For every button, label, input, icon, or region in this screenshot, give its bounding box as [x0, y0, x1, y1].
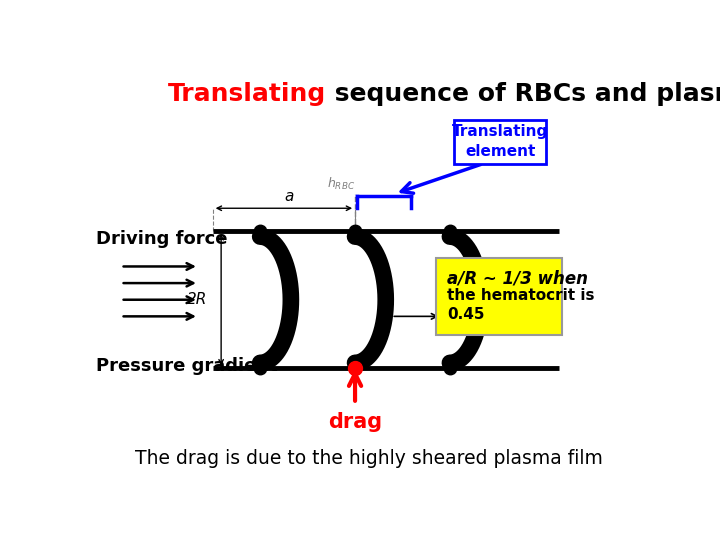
Text: a/R ∼ 1/3 when: a/R ∼ 1/3 when: [447, 269, 588, 287]
FancyBboxPatch shape: [436, 258, 562, 335]
Text: Pressure gradient: Pressure gradient: [96, 357, 277, 375]
Text: Driving force: Driving force: [96, 231, 227, 248]
Text: 2R: 2R: [186, 292, 207, 307]
Text: a: a: [285, 189, 294, 204]
Text: $h_{RBC}$: $h_{RBC}$: [327, 176, 355, 192]
Text: 0.45: 0.45: [447, 307, 485, 322]
Text: drag: drag: [328, 412, 382, 432]
Text: Translating: Translating: [168, 82, 326, 106]
Text: The drag is due to the highly sheared plasma film: The drag is due to the highly sheared pl…: [135, 449, 603, 468]
FancyBboxPatch shape: [454, 120, 546, 164]
Text: u: u: [446, 309, 456, 324]
Text: the hematocrit is: the hematocrit is: [447, 288, 595, 303]
Text: sequence of RBCs and plasma: sequence of RBCs and plasma: [326, 82, 720, 106]
Text: Translating
element: Translating element: [452, 124, 548, 159]
